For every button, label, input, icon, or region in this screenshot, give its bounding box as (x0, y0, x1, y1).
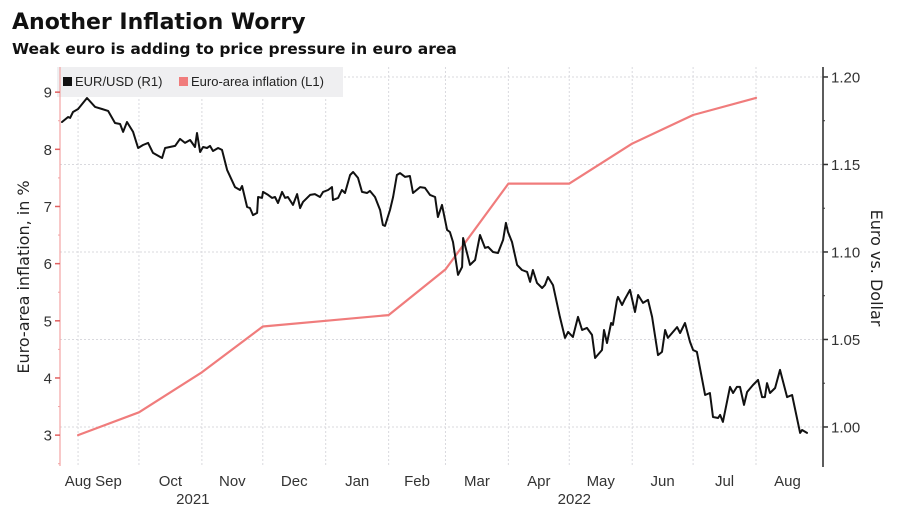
left-axis-title: Euro-area inflation, in % (14, 180, 33, 373)
left-tick-label: 7 (44, 199, 52, 216)
legend-swatch-inflation (179, 77, 188, 86)
x-tick-label: Apr (527, 473, 550, 490)
chart-title: Another Inflation Worry (12, 10, 306, 35)
left-tick-label: 9 (44, 85, 52, 102)
x-tick-label: Jan (345, 473, 369, 490)
legend-background (57, 67, 343, 97)
x-tick-label: Jun (651, 473, 675, 490)
left-tick-label: 5 (44, 313, 52, 330)
left-tick-label: 3 (44, 428, 52, 445)
left-tick-label: 6 (44, 256, 52, 273)
x-tick-label: May (587, 473, 616, 490)
x-tick-label: Mar (464, 473, 490, 490)
x-tick-label: Feb (404, 473, 430, 490)
right-tick-label: 1.15 (831, 157, 860, 174)
right-tick-label: 1.20 (831, 69, 860, 86)
x-tick-label: Oct (159, 473, 183, 490)
legend-label-inflation: Euro-area inflation (L1) (191, 74, 324, 89)
x-year-label: 2022 (558, 491, 591, 508)
right-axis-title: Euro vs. Dollar (867, 210, 886, 327)
legend-swatch-eurusd (63, 77, 72, 86)
right-tick-label: 1.10 (831, 244, 860, 261)
legend: EUR/USD (R1) Euro-area inflation (L1) (57, 67, 343, 97)
x-tick-label: Aug (774, 473, 801, 490)
inflation-line (77, 96, 758, 437)
left-tick-label: 4 (44, 370, 52, 387)
legend-label-eurusd: EUR/USD (R1) (75, 74, 162, 89)
right-tick-label: 1.05 (831, 332, 860, 349)
left-tick-label: 8 (44, 142, 52, 159)
x-tick-label: Sep (95, 473, 122, 490)
x-tick-label: Jul (715, 473, 734, 490)
x-tick-label: Nov (219, 473, 246, 490)
right-tick-label: 1.00 (831, 419, 860, 436)
x-tick-label: Aug (65, 473, 92, 490)
x-tick-label: Dec (281, 473, 308, 490)
x-year-label: 2021 (176, 491, 209, 508)
chart-subtitle: Weak euro is adding to price pressure in… (12, 40, 457, 58)
x-axis: Aug Sep Oct Nov Dec Jan Feb Mar Apr May Jun Jul Aug2… (65, 473, 801, 508)
right-y-axis: 1.00 1.05 1.10 1.15 1.20 (822, 67, 860, 467)
eurusd-line (61, 97, 808, 434)
gridlines (60, 67, 823, 466)
left-y-axis: 3 4 5 6 7 8 9 (44, 67, 61, 466)
